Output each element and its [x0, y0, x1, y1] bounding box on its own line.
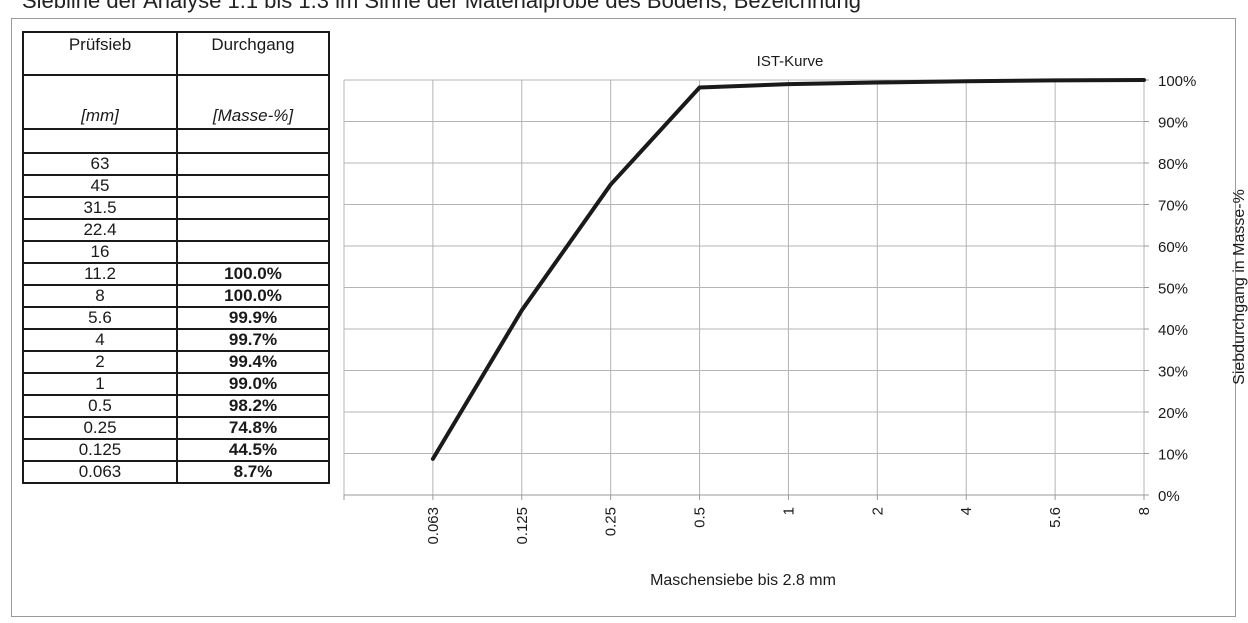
sieve-size-cell: 0.063 [22, 460, 178, 484]
passing-cell [176, 240, 330, 264]
passing-cell: 100.0% [176, 284, 330, 308]
table-row: 22.4 [22, 218, 330, 242]
passing-cell: 44.5% [176, 438, 330, 462]
table-unit-row: [mm] [Masse-%] [22, 74, 330, 130]
passing-cell: 74.8% [176, 416, 330, 440]
sieve-size-cell: 11.2 [22, 262, 178, 286]
chart-grid [343, 79, 1149, 500]
x-tick-label: 0.25 [603, 507, 620, 536]
col-header-passing: Durchgang [176, 31, 330, 76]
passing-cell: 8.7% [176, 460, 330, 484]
x-tick-label: 1 [780, 507, 797, 515]
caption-text: Siebline der Analyse 1.1 bis 1.3 im Sinn… [22, 0, 861, 13]
caption-fragment: Siebline der Analyse 1.1 bis 1.3 im Sinn… [0, 0, 1248, 16]
x-tick-label: 8 [1136, 507, 1153, 515]
data-point [697, 85, 702, 90]
blank-cell [22, 128, 178, 154]
table-row: 4 99.7% [22, 328, 330, 352]
x-tick-label: 5.6 [1047, 507, 1064, 528]
x-tick-label: 0.063 [425, 507, 442, 545]
y-tick-label: 0% [1158, 488, 1180, 505]
table-row: 8 100.0% [22, 284, 330, 308]
y-tick-label: 70% [1158, 198, 1188, 215]
sieve-size-cell: 5.6 [22, 306, 178, 330]
sieve-size-cell: 45 [22, 174, 178, 198]
table-row: 45 [22, 174, 330, 198]
y-tick-label: 60% [1158, 239, 1188, 256]
blank-cell [176, 128, 330, 154]
x-tick-label: 0.5 [692, 507, 709, 528]
x-axis-label: Maschensiebe bis 2.8 mm [650, 572, 836, 589]
y-tick-label: 90% [1158, 115, 1188, 132]
table-row: 0.5 98.2% [22, 394, 330, 418]
sieve-size-cell: 22.4 [22, 218, 178, 242]
table-row: 11.2 100.0% [22, 262, 330, 286]
chart-series [430, 78, 1146, 461]
y-tick-label: 40% [1158, 322, 1188, 339]
table-row: 1 99.0% [22, 372, 330, 396]
table-row: 16 [22, 240, 330, 264]
y-tick-label: 10% [1158, 447, 1188, 464]
y-tick-label: 30% [1158, 364, 1188, 381]
data-point [964, 79, 968, 83]
y-tick-label: 50% [1158, 281, 1188, 298]
data-point [609, 182, 613, 187]
y-tick-labels: 0% 10% 20% 30% 40% 50% 60% 70% 80% 90% 100% [1158, 73, 1196, 505]
passing-cell [176, 152, 330, 176]
x-tick-label: 0.125 [514, 507, 531, 545]
passing-cell: 100.0% [176, 262, 330, 286]
table-row: 0.063 8.7% [22, 460, 330, 484]
passing-cell: 99.9% [176, 306, 330, 330]
x-tick-label: 4 [958, 507, 975, 515]
data-point [431, 457, 435, 461]
sieve-size-cell: 0.125 [22, 438, 178, 462]
table-header-row: Prüfsieb Durchgang [22, 31, 330, 76]
col-header-sieve: Prüfsieb [22, 31, 178, 76]
sieve-size-cell: 8 [22, 284, 178, 308]
sieve-size-cell: 31.5 [22, 196, 178, 220]
passing-cell: 99.0% [176, 372, 330, 396]
passing-cell [176, 196, 330, 220]
data-point [786, 82, 791, 86]
data-point [520, 308, 524, 312]
sieve-size-cell: 0.25 [22, 416, 178, 440]
y-tick-label: 20% [1158, 405, 1188, 422]
sieve-size-cell: 2 [22, 350, 178, 374]
sieve-size-cell: 4 [22, 328, 178, 352]
passing-cell [176, 174, 330, 198]
sieve-size-cell: 1 [22, 372, 178, 396]
y-tick-label: 100% [1158, 73, 1196, 90]
passing-cell: 99.4% [176, 350, 330, 374]
sieve-size-cell: 63 [22, 152, 178, 176]
y-tick-label: 80% [1158, 156, 1188, 173]
x-tick-label: 2 [869, 507, 886, 515]
y-axis-label: Siebdurchgang in Masse-% [1231, 189, 1248, 385]
sieve-size-cell: 0.5 [22, 394, 178, 418]
col-unit-passing: [Masse-%] [176, 74, 330, 130]
data-point [1142, 78, 1146, 82]
passing-cell: 98.2% [176, 394, 330, 418]
sieve-table: Prüfsieb Durchgang [mm] [Masse-%] 63 45 31… [22, 31, 330, 484]
table-row: 0.25 74.8% [22, 416, 330, 440]
data-point [875, 80, 879, 85]
table-row: 0.125 44.5% [22, 438, 330, 462]
passing-cell: 99.7% [176, 328, 330, 352]
data-point [1053, 78, 1057, 83]
sieve-size-cell: 16 [22, 240, 178, 264]
x-tick-labels: 0.063 0.125 0.25 0.5 1 2 4 5.6 8 [425, 507, 1153, 545]
table-row: 2 99.4% [22, 350, 330, 374]
table-row: 63 [22, 152, 330, 176]
table-blank-row [22, 128, 330, 154]
figure-frame [11, 18, 1236, 617]
table-row: 5.6 99.9% [22, 306, 330, 330]
passing-cell [176, 218, 330, 242]
table-row: 31.5 [22, 196, 330, 220]
chart-title: IST-Kurve [757, 53, 824, 70]
col-unit-sieve: [mm] [22, 74, 178, 130]
